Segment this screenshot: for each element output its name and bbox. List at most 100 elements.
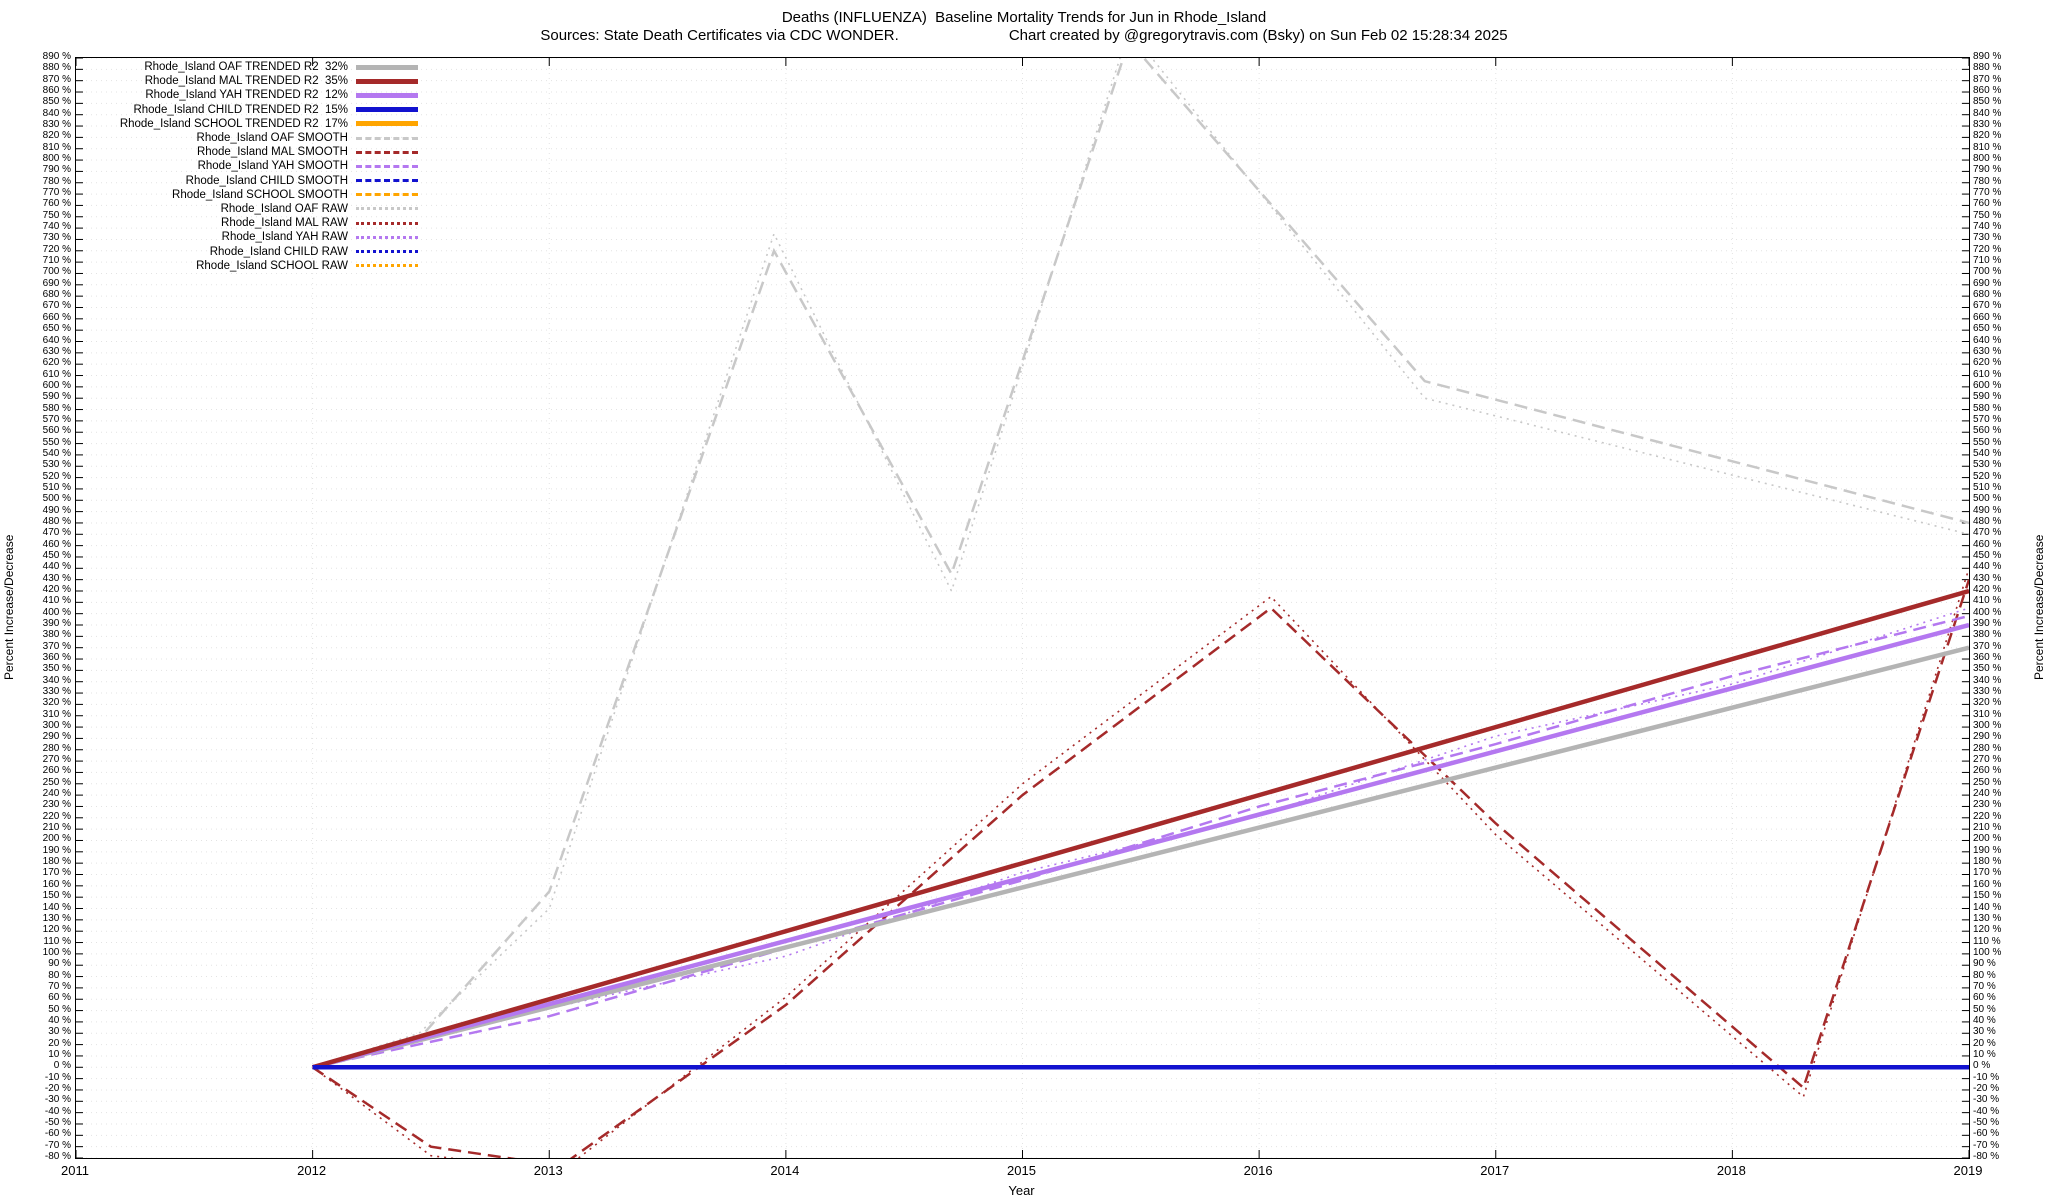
y-tick-label: 300 % (1973, 720, 2002, 732)
y-tick-label: -80 % (44, 1151, 71, 1162)
legend-line-swatch (356, 136, 418, 140)
x-tick-label: 2017 (1480, 1163, 1510, 1178)
legend-label: Rhode_Island YAH SMOOTH (197, 160, 348, 173)
y-tick-label: 260 % (1973, 765, 2002, 777)
series-oaf-smooth (312, 58, 1969, 1069)
y-tick-label: 230 % (42, 799, 71, 811)
y-tick-label: -40 % (1973, 1105, 2000, 1117)
y-tick-label: 640 % (42, 334, 71, 346)
legend-row: Rhode_Island YAH RAW (8, 230, 418, 244)
y-tick-label: 70 % (1973, 980, 1996, 992)
x-tick-label: 2016 (1243, 1163, 1273, 1178)
y-tick-label: 100 % (42, 946, 71, 958)
chart-sources: Sources: State Death Certificates via CD… (540, 27, 899, 44)
y-tick-label: 340 % (42, 674, 71, 686)
legend-line-swatch (356, 64, 418, 70)
y-tick-label: 490 % (1973, 504, 2002, 516)
legend-label: Rhode_Island YAH TRENDED R2 12% (145, 89, 348, 102)
series-yah-raw (312, 607, 1969, 1069)
legend-label: Rhode_Island YAH RAW (221, 231, 348, 244)
y-tick-label: 190 % (1973, 844, 2002, 856)
y-tick-label: 510 % (42, 481, 71, 493)
legend-row: Rhode_Island OAF TRENDED R2 32% (8, 60, 418, 74)
y-tick-label: 330 % (42, 686, 71, 698)
y-tick-label: 700 % (42, 266, 71, 278)
y-tick-label: -40 % (44, 1105, 71, 1117)
chart-credit: Chart created by @gregorytravis.com (Bsk… (1008, 27, 1508, 44)
y-tick-label: 290 % (1973, 731, 2002, 743)
y-tick-label: 430 % (42, 572, 71, 584)
y-tick-label: 850 % (1973, 96, 2002, 108)
y-tick-label: -10 % (44, 1071, 71, 1083)
x-tick-label: 2013 (533, 1163, 563, 1178)
y-tick-label: 860 % (1973, 85, 2002, 97)
y-tick-label: 710 % (1973, 255, 2002, 267)
y-tick-label: 820 % (1973, 130, 2002, 142)
y-tick-label: 370 % (42, 640, 71, 652)
y-axis-labels-left: -80 % -70 % -60 % -50 % -40 % -30 % -20 % -10 %… (0, 52, 71, 1162)
y-tick-label: 800 % (1973, 153, 2002, 165)
y-tick-label: 170 % (42, 867, 71, 879)
y-tick-label: 400 % (1973, 606, 2002, 618)
y-tick-label: 820 % (42, 130, 71, 142)
y-tick-label: 750 % (42, 209, 71, 221)
y-tick-label: 850 % (42, 96, 71, 108)
y-tick-label: 500 % (1973, 493, 2002, 505)
y-tick-label: 240 % (42, 788, 71, 800)
y-tick-label: 650 % (1973, 323, 2002, 335)
y-tick-label: 480 % (42, 515, 71, 527)
y-tick-label: 370 % (1973, 640, 2002, 652)
series-mal-smooth (311, 579, 1969, 1158)
y-tick-label: 830 % (42, 119, 71, 131)
y-tick-label: -80 % (1973, 1151, 2000, 1162)
y-tick-label: 490 % (42, 504, 71, 516)
y-tick-label: 890 % (42, 51, 71, 62)
y-tick-label: 110 % (43, 935, 71, 947)
y-tick-label: -60 % (1973, 1128, 2000, 1140)
y-tick-label: 620 % (42, 357, 71, 369)
legend-line-swatch (356, 78, 418, 84)
y-tick-label: 210 % (42, 822, 71, 834)
legend-label: Rhode_Island SCHOOL RAW (196, 259, 348, 272)
legend-label: Rhode_Island MAL RAW (221, 217, 348, 230)
y-tick-label: 590 % (1973, 391, 2002, 403)
y-tick-label: 610 % (42, 368, 71, 380)
y-tick-label: 20 % (48, 1037, 71, 1049)
y-tick-label: 520 % (42, 470, 71, 482)
y-tick-label: 880 % (1973, 62, 2002, 74)
legend-label: Rhode_Island OAF RAW (220, 202, 348, 215)
y-tick-label: 150 % (42, 890, 71, 902)
y-tick-label: 480 % (1973, 515, 2002, 527)
legend-line-swatch (356, 207, 418, 211)
legend-row: Rhode_Island MAL RAW (8, 216, 418, 230)
y-tick-label: 670 % (42, 300, 71, 312)
series-oaf-raw (312, 58, 1969, 1069)
y-tick-label: 680 % (1973, 289, 2002, 301)
y-tick-label: 160 % (1973, 878, 2002, 890)
y-tick-label: 320 % (42, 697, 71, 709)
y-tick-label: 50 % (1973, 1003, 1996, 1015)
y-tick-label: 120 % (1973, 924, 2002, 936)
y-tick-label: -10 % (1973, 1071, 2000, 1083)
y-tick-label: 860 % (42, 85, 71, 97)
y-tick-label: 80 % (1973, 969, 1996, 981)
y-tick-label: 630 % (42, 345, 71, 357)
legend-row: Rhode_Island OAF RAW (8, 202, 418, 216)
y-tick-label: -30 % (44, 1094, 71, 1106)
y-tick-label: 790 % (1973, 164, 2002, 176)
x-tick-label: 2018 (1716, 1163, 1746, 1178)
y-tick-label: 530 % (42, 459, 71, 471)
y-tick-label: 690 % (1973, 277, 2002, 289)
y-tick-label: 110 % (1973, 935, 2001, 947)
y-tick-label: 200 % (42, 833, 71, 845)
y-tick-label: 260 % (42, 765, 71, 777)
y-tick-label: 730 % (1973, 232, 2002, 244)
series-oaf-trended (312, 645, 1969, 1070)
y-tick-label: 20 % (1973, 1037, 1996, 1049)
y-tick-label: 640 % (1973, 334, 2002, 346)
y-tick-label: 420 % (42, 583, 71, 595)
legend-row: Rhode_Island YAH SMOOTH (8, 159, 418, 173)
y-tick-label: 60 % (1973, 992, 1996, 1004)
legend-label: Rhode_Island SCHOOL TRENDED R2 17% (119, 117, 348, 130)
legend-line-swatch (356, 107, 418, 113)
